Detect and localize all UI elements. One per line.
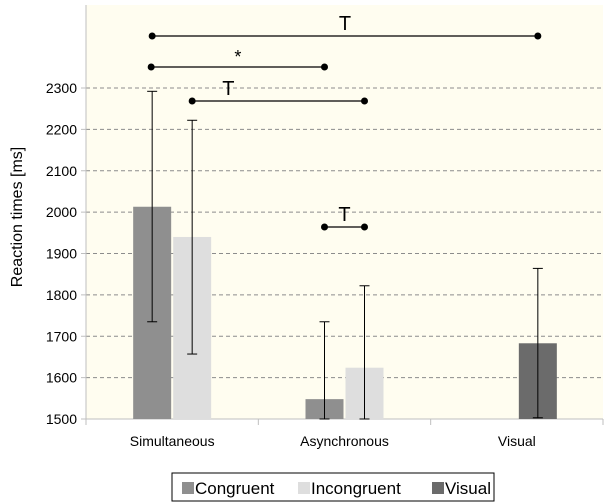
x-tick-label: Asynchronous — [300, 433, 389, 449]
y-tick-label: 2000 — [46, 204, 77, 220]
y-tick-label: 2200 — [46, 121, 77, 137]
y-tick-label: 1600 — [46, 370, 77, 386]
legend-label-visual: Visual — [445, 479, 491, 498]
y-tick-label: 1500 — [46, 411, 77, 427]
significance-dot — [148, 32, 156, 40]
significance-dot — [321, 63, 328, 71]
y-tick-label: 1700 — [46, 328, 77, 344]
legend-label-incongruent: Incongruent — [311, 479, 401, 498]
y-tick-label: 1900 — [46, 246, 77, 262]
legend-swatch-visual — [432, 482, 444, 494]
significance-label: T — [222, 78, 234, 100]
legend-swatch-incongruent — [298, 482, 310, 494]
significance-dot — [188, 97, 196, 105]
significance-label: T — [339, 13, 351, 35]
y-tick-label: 2300 — [46, 80, 77, 96]
significance-dot — [147, 63, 155, 71]
significance-dot — [321, 223, 328, 231]
significance-label: T — [338, 204, 350, 226]
y-tick-label: 1800 — [46, 287, 77, 303]
significance-dot — [361, 97, 368, 105]
x-tick-label: Visual — [498, 433, 536, 449]
significance-dot — [361, 223, 368, 231]
legend: Congruent Incongruent Visual — [171, 472, 495, 502]
legend-label-congruent: Congruent — [195, 479, 275, 498]
x-tick-label: Simultaneous — [130, 433, 215, 449]
y-tick-label: 2100 — [46, 163, 77, 179]
y-axis-title: Reaction times [ms] — [9, 147, 26, 287]
significance-label: * — [234, 47, 241, 67]
significance-dot — [534, 32, 542, 40]
legend-swatch-congruent — [182, 482, 194, 494]
